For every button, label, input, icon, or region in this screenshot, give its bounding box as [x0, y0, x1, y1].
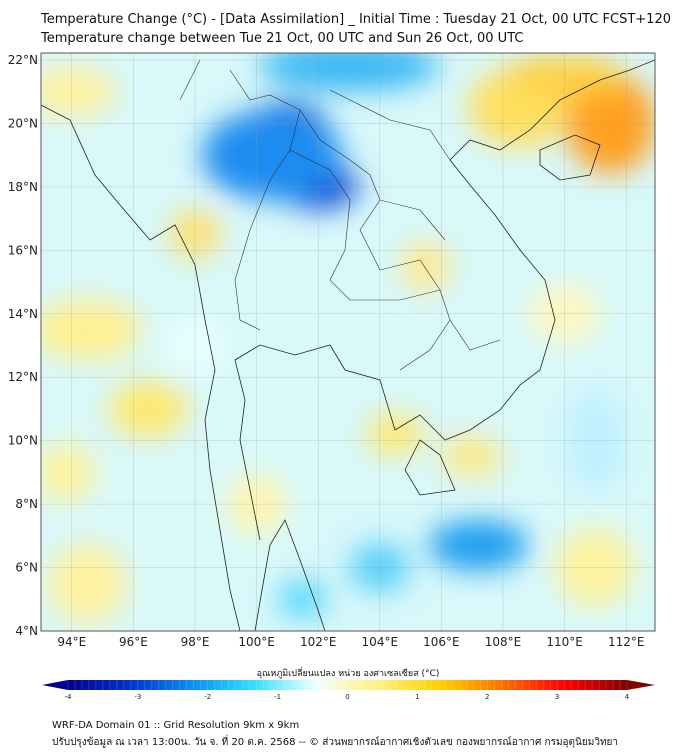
colorbar-max-arrow — [627, 680, 655, 690]
longitude-tick-label: 104°E — [362, 635, 399, 649]
longitude-tick-label: 112°E — [608, 635, 645, 649]
temperature-anomaly-blob — [47, 543, 128, 624]
temperature-change-map: 94°E 96°E 98°E 100°E 102°E 104°E 106°E 108°E 110… — [8, 52, 656, 701]
colorbar-tick-label: 4 — [625, 693, 630, 701]
longitude-tick-label: 110°E — [546, 635, 583, 649]
temperature-anomaly-blob — [259, 53, 439, 92]
temperature-anomaly-blob — [401, 241, 451, 292]
latitude-tick-label: 18°N — [8, 180, 38, 194]
temperature-anomaly-blob — [365, 414, 426, 455]
temperature-anomaly-blob — [202, 110, 342, 201]
latitude-tick-label: 16°N — [8, 243, 38, 257]
temperature-anomaly-blob — [41, 442, 96, 503]
longitude-tick-label: 94°E — [57, 635, 86, 649]
latitude-tick-label: 10°N — [8, 434, 38, 448]
coastline — [41, 59, 655, 631]
colorbar-tick-label: -4 — [65, 693, 73, 701]
longitude-tick-label: 102°E — [300, 635, 337, 649]
latitude-tick-label: 22°N — [8, 53, 38, 67]
title-line-1: Temperature Change (°C) - [Data Assimila… — [41, 12, 671, 27]
longitude-tick-label: 98°E — [181, 635, 210, 649]
latitude-tick-label: 20°N — [8, 116, 38, 130]
temperature-anomaly-blob — [442, 436, 503, 477]
latitude-tick-label: 8°N — [15, 497, 38, 511]
title-line-2: Temperature change between Tue 21 Oct, 0… — [41, 31, 524, 46]
latitude-tick-label: 4°N — [15, 624, 38, 638]
temperature-anomaly-blob — [108, 380, 189, 437]
temperature-field — [41, 53, 655, 631]
colorbar-tick-label: -2 — [204, 693, 211, 701]
colorbar-tick-label: 1 — [415, 693, 419, 701]
longitude-tick-label: 100°E — [238, 635, 275, 649]
latitude-tick-label: 6°N — [15, 561, 38, 575]
colorbar-tick-label: 0 — [345, 693, 349, 701]
colorbar-min-arrow — [42, 680, 68, 690]
footer-update-info: ปรับปรุงข้อมูล ณ เวลา 13:00น. วัน จ. ที่… — [52, 737, 619, 748]
borders — [179, 59, 501, 371]
colorbar: -4 -3 -2 -1 0 1 2 3 4 — [42, 680, 655, 701]
colorbar-label: อุณหภูมิเปลี่ยนแปลง หน่วย องศาเซลเซียส (… — [256, 669, 440, 679]
temperature-anomaly-blob — [428, 520, 529, 571]
colorbar-tick-label: 3 — [555, 693, 559, 701]
footer-model-info: WRF-DA Domain 01 :: Grid Resolution 9km … — [52, 720, 300, 731]
colorbar-tick-label: -1 — [274, 693, 281, 701]
colorbar-tick-label: -3 — [134, 693, 141, 701]
latitude-tick-label: 12°N — [8, 370, 38, 384]
temperature-anomaly-blob — [41, 66, 117, 117]
colorbar-tick-label: 2 — [485, 693, 489, 701]
map-frame — [40, 52, 656, 632]
longitude-tick-label: 106°E — [423, 635, 460, 649]
longitude-tick-label: 108°E — [485, 635, 522, 649]
temperature-anomaly-blob — [277, 579, 328, 620]
longitude-tick-label: 96°E — [119, 635, 148, 649]
latitude-tick-label: 14°N — [8, 307, 38, 321]
temperature-anomaly-blob — [41, 299, 143, 360]
